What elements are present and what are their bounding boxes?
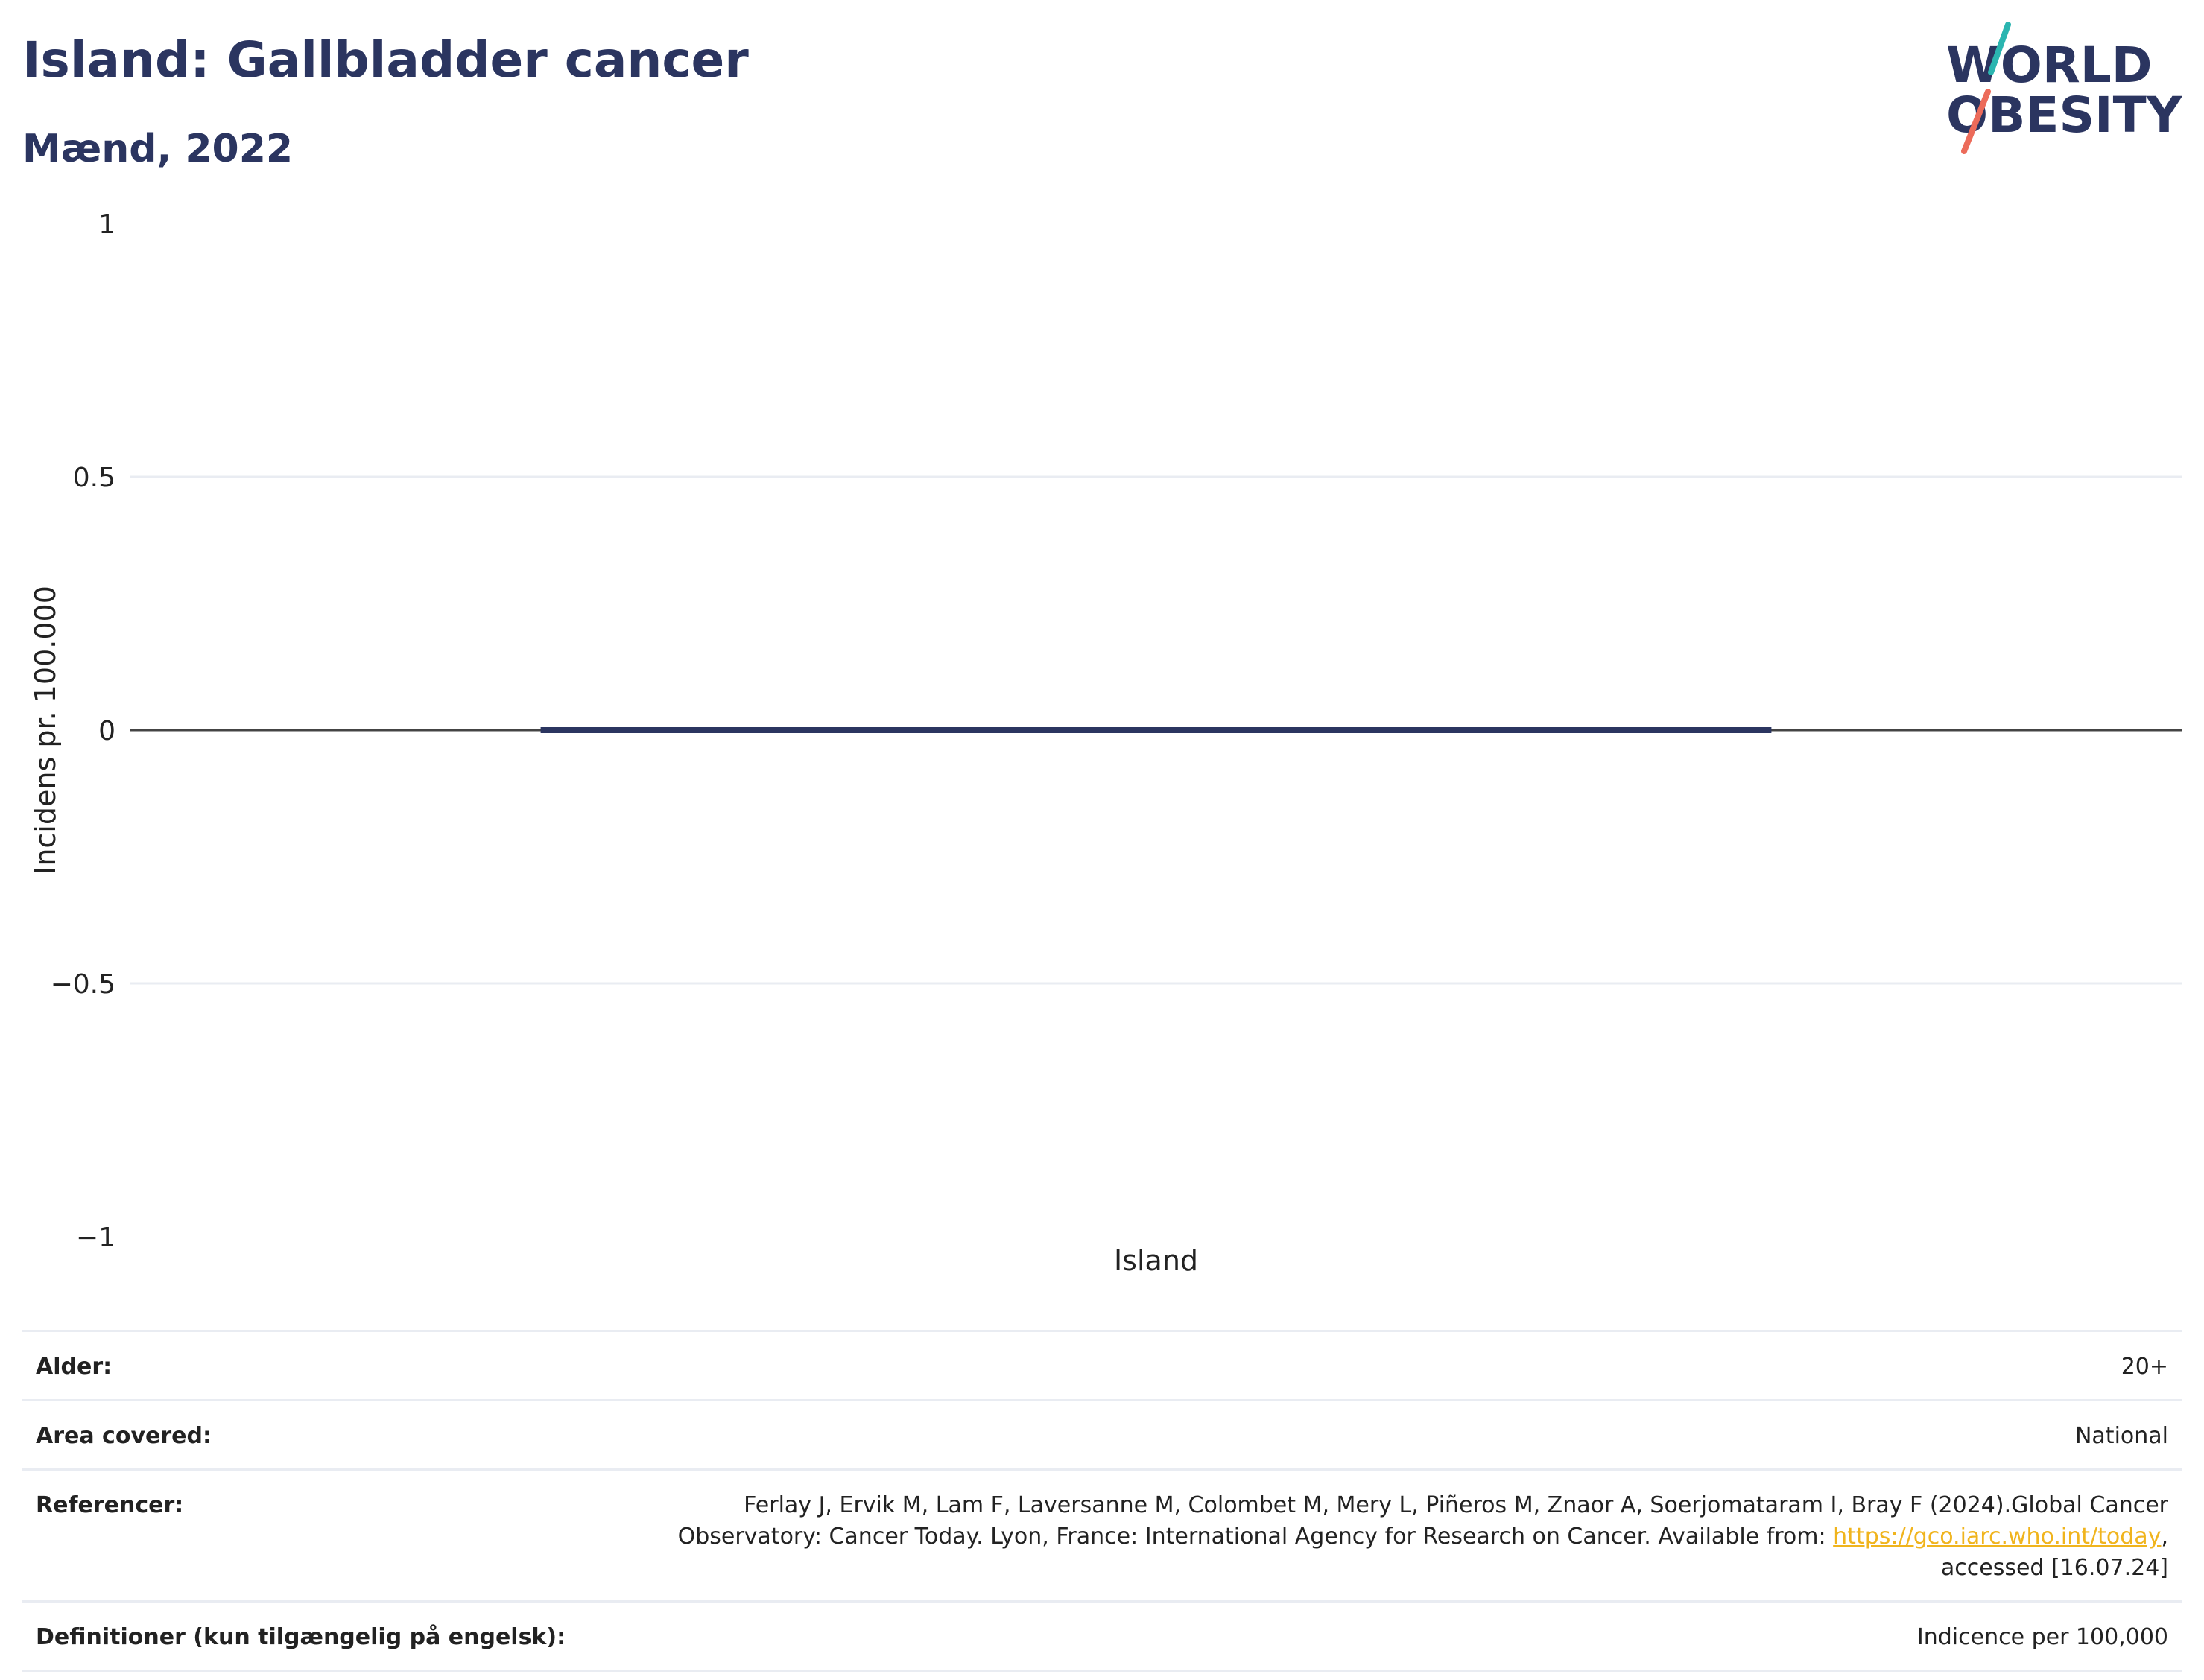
y-tick-label: 1 [98, 209, 115, 240]
meta-value: 20+ [615, 1330, 2182, 1401]
logo-slash-bottom [1961, 89, 1991, 154]
meta-key: Area covered: [22, 1399, 615, 1470]
meta-row-definitions: Definitioner (kun tilgængelig på engelsk… [22, 1600, 2182, 1672]
y-tick-label: −1 [76, 1223, 115, 1253]
y-tick-label: 0.5 [73, 463, 115, 493]
reference-accessed: , accessed [16.07.24] [1940, 1524, 2168, 1581]
meta-key: Alder: [22, 1330, 615, 1401]
meta-value: Indicence per 100,000 [615, 1600, 2182, 1672]
meta-value: Ferlay J, Ervik M, Lam F, Laversanne M, … [615, 1468, 2182, 1602]
y-tick-label: 0 [98, 716, 115, 747]
reference-text: Ferlay J, Ervik M, Lam F, Laversanne M, … [677, 1492, 2168, 1550]
meta-row-references: Referencer: Ferlay J, Ervik M, Lam F, La… [22, 1468, 2182, 1602]
chart-subtitle: Mænd, 2022 [22, 127, 294, 171]
meta-key: Referencer: [22, 1468, 615, 1602]
bar-chart: 1 0.5 0 −0.5 −1 Island Incidens pr. 100.000 [29, 209, 2182, 1277]
x-tick-labels: Island [1114, 1244, 1198, 1277]
metadata-table: Alder: 20+ Area covered: National Refere… [22, 1330, 2182, 1672]
bar [540, 727, 1772, 733]
y-tick-label: −0.5 [51, 969, 115, 1000]
logo-text-world: WORLD [1946, 37, 2153, 94]
meta-key: Definitioner (kun tilgængelig på engelsk… [22, 1600, 615, 1672]
meta-row-age: Alder: 20+ [22, 1330, 2182, 1401]
world-obesity-logo: WORLD OBESITY [1937, 19, 2191, 163]
meta-value: National [615, 1399, 2182, 1470]
y-tick-labels: 1 0.5 0 −0.5 −1 [51, 209, 115, 1253]
meta-row-area: Area covered: National [22, 1399, 2182, 1470]
y-axis-label: Incidens pr. 100.000 [29, 586, 62, 875]
bars [540, 727, 1772, 733]
reference-link[interactable]: https://gco.iarc.who.int/today [1833, 1524, 2162, 1550]
logo-slash-top [1988, 22, 2011, 75]
x-tick-label: Island [1114, 1244, 1198, 1277]
chart-title: Island: Gallbladder cancer [22, 31, 749, 89]
